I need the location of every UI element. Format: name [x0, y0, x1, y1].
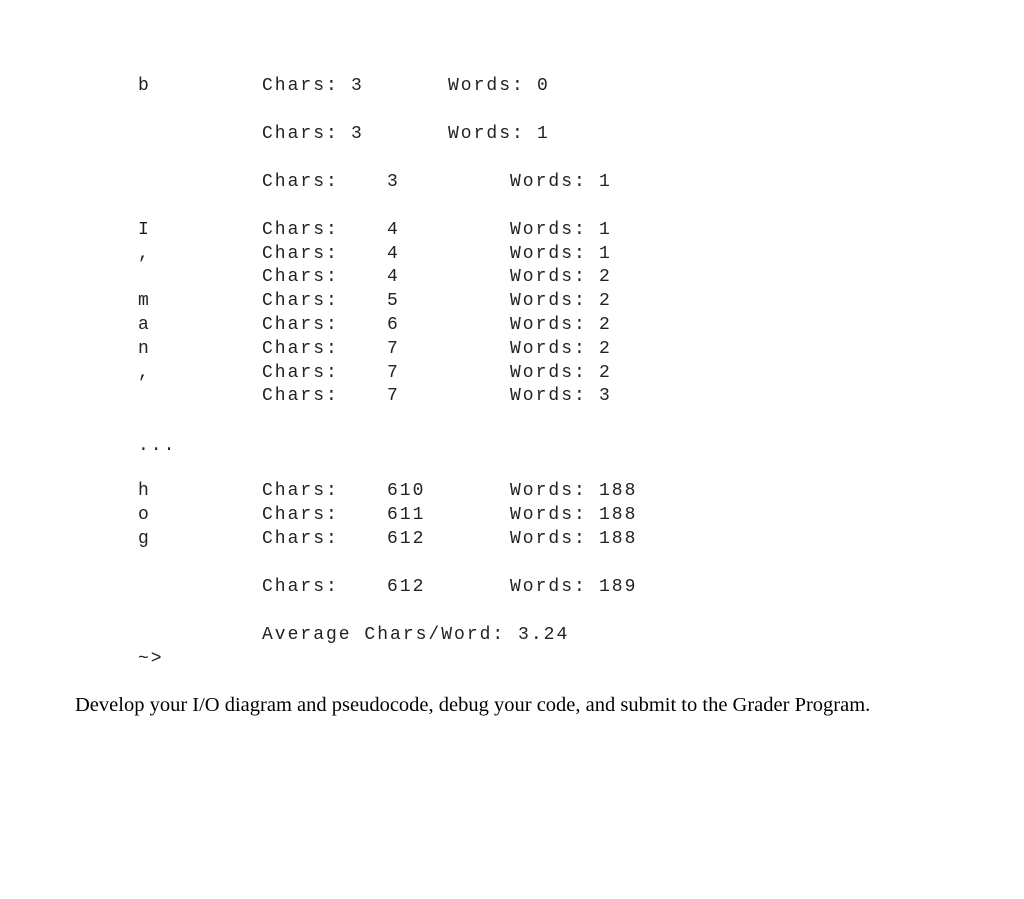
row-character: h — [138, 481, 151, 501]
chars-label: Chars: — [262, 124, 339, 144]
row-character: I — [138, 220, 151, 240]
chars-value: 6 — [387, 315, 400, 335]
chars-value: 4 — [387, 267, 400, 287]
chars-value: 4 — [387, 220, 400, 240]
chars-value: 7 — [387, 339, 400, 359]
chars-value: 611 — [387, 505, 426, 525]
chars-value: 4 — [387, 244, 400, 264]
words-value: 188 — [599, 481, 638, 501]
words-value: 188 — [599, 505, 638, 525]
words-value: 2 — [599, 291, 612, 311]
words-value: 2 — [599, 315, 612, 335]
instruction-text: Develop your I/O diagram and pseudocode,… — [75, 694, 871, 716]
chars-label: Chars: — [262, 172, 339, 192]
chars-label: Chars: — [262, 244, 339, 264]
chars-value: 612 — [387, 577, 426, 597]
words-value: 2 — [599, 267, 612, 287]
row-character: m — [138, 291, 151, 311]
row-character: , — [138, 244, 151, 264]
ellipsis: ... — [138, 436, 177, 456]
chars-value: 3 — [387, 172, 400, 192]
chars-label: Chars: — [262, 339, 339, 359]
words-value: 3 — [599, 386, 612, 406]
row-character: a — [138, 315, 151, 335]
words-label: Words: — [510, 529, 587, 549]
row-character: o — [138, 505, 151, 525]
row-character: g — [138, 529, 151, 549]
words-label: Words: — [510, 244, 587, 264]
words-value: 2 — [599, 363, 612, 383]
words-value: 0 — [537, 76, 550, 96]
chars-value: 3 — [351, 76, 364, 96]
chars-label: Chars: — [262, 386, 339, 406]
words-label: Words: — [510, 267, 587, 287]
words-label: Words: — [510, 220, 587, 240]
chars-label: Chars: — [262, 363, 339, 383]
average-line: Average Chars/Word: 3.24 — [262, 625, 570, 645]
chars-label: Chars: — [262, 505, 339, 525]
words-value: 1 — [537, 124, 550, 144]
words-value: 189 — [599, 577, 638, 597]
words-label: Words: — [510, 339, 587, 359]
chars-value: 7 — [387, 386, 400, 406]
words-value: 188 — [599, 529, 638, 549]
chars-label: Chars: — [262, 481, 339, 501]
words-label: Words: — [510, 172, 587, 192]
words-label: Words: — [448, 76, 525, 96]
chars-label: Chars: — [262, 220, 339, 240]
words-value: 2 — [599, 339, 612, 359]
chars-label: Chars: — [262, 577, 339, 597]
chars-label: Chars: — [262, 315, 339, 335]
words-label: Words: — [510, 577, 587, 597]
words-value: 1 — [599, 244, 612, 264]
words-label: Words: — [510, 481, 587, 501]
words-label: Words: — [448, 124, 525, 144]
chars-value: 612 — [387, 529, 426, 549]
row-character: , — [138, 363, 151, 383]
words-label: Words: — [510, 505, 587, 525]
words-label: Words: — [510, 291, 587, 311]
chars-label: Chars: — [262, 267, 339, 287]
chars-label: Chars: — [262, 291, 339, 311]
chars-value: 5 — [387, 291, 400, 311]
row-character: n — [138, 339, 151, 359]
words-value: 1 — [599, 172, 612, 192]
words-label: Words: — [510, 315, 587, 335]
row-character: b — [138, 76, 151, 96]
chars-label: Chars: — [262, 76, 339, 96]
words-label: Words: — [510, 363, 587, 383]
words-value: 1 — [599, 220, 612, 240]
prompt: ~> — [138, 649, 164, 669]
chars-value: 7 — [387, 363, 400, 383]
chars-label: Chars: — [262, 529, 339, 549]
chars-value: 3 — [351, 124, 364, 144]
words-label: Words: — [510, 386, 587, 406]
chars-value: 610 — [387, 481, 426, 501]
